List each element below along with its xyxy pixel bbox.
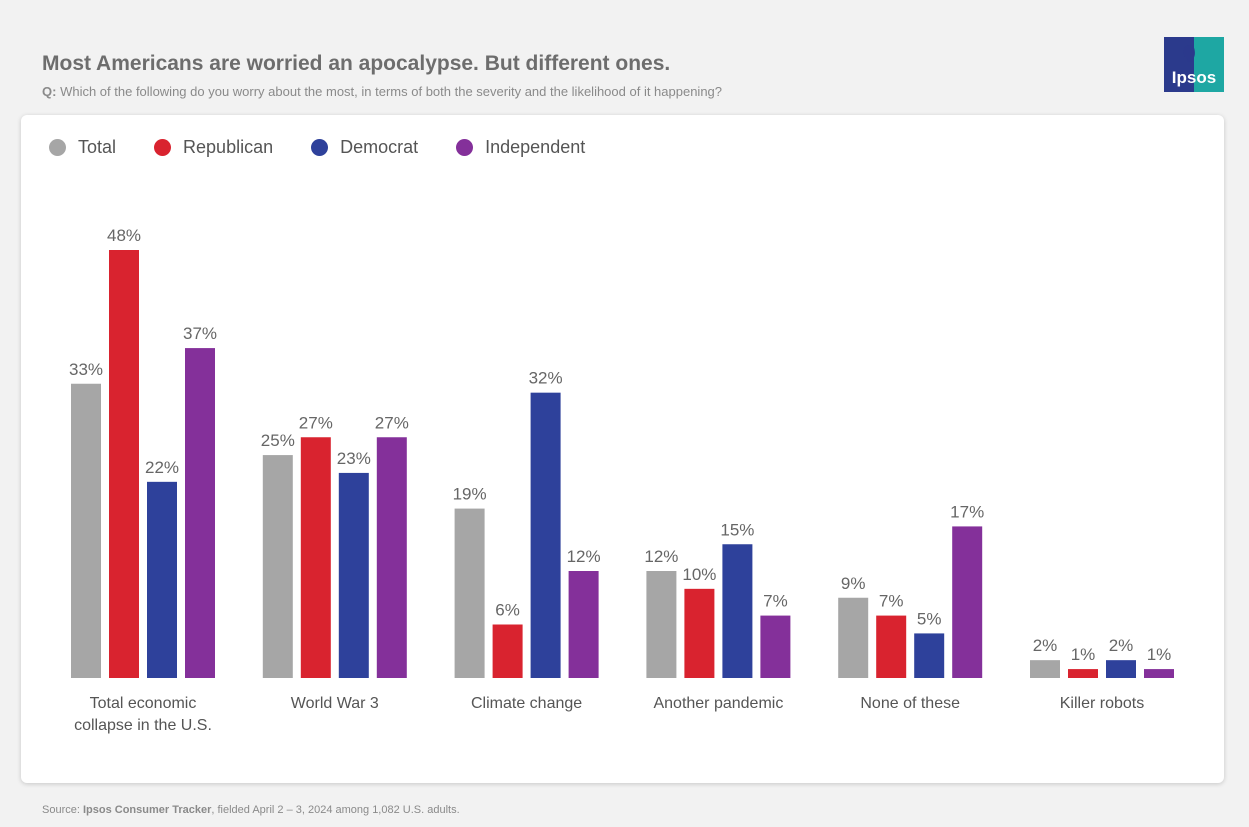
chart-legend: Total Republican Democrat Independent: [49, 137, 623, 158]
legend-item-democrat: Democrat: [311, 137, 418, 158]
data-label: 9%: [841, 574, 866, 593]
data-label: 17%: [950, 502, 984, 521]
category-label: Total economic: [90, 695, 197, 712]
bar-independent: [185, 348, 215, 678]
question-text: Which of the following do you worry abou…: [60, 84, 723, 99]
category-label: World War 3: [291, 695, 379, 712]
bar-republican: [492, 624, 523, 678]
bar-independent: [568, 571, 599, 678]
footer-suffix: , fielded April 2 – 3, 2024 among 1,082 …: [211, 804, 460, 816]
category-label: collapse in the U.S.: [74, 717, 212, 734]
data-label: 27%: [299, 413, 333, 432]
data-label: 1%: [1147, 645, 1172, 664]
legend-label: Democrat: [340, 137, 419, 157]
data-label: 19%: [453, 485, 487, 504]
legend-label: Independent: [485, 137, 586, 157]
chart-subtitle: Q: Which of the following do you worry a…: [42, 84, 722, 99]
data-label: 48%: [107, 226, 141, 245]
legend-item-republican: Republican: [154, 137, 273, 158]
legend-swatch: [49, 139, 66, 156]
data-label: 7%: [763, 592, 788, 611]
category-label: None of these: [860, 695, 960, 712]
legend-swatch: [311, 139, 329, 156]
chart-title: Most Americans are worried an apocalypse…: [42, 52, 671, 75]
category-label: Killer robots: [1060, 695, 1144, 712]
bar-total: [838, 597, 869, 678]
bar-republican: [300, 437, 331, 678]
bar-democrat: [914, 633, 945, 678]
data-label: 27%: [375, 413, 409, 432]
bar-republican: [109, 250, 139, 678]
bar-independent: [376, 437, 407, 678]
bar-democrat: [1106, 660, 1136, 678]
data-label: 6%: [495, 601, 520, 620]
data-label: 37%: [183, 324, 217, 343]
chart-card: Total Republican Democrat Independent 33% 48…: [21, 115, 1224, 783]
data-label: 5%: [917, 609, 942, 628]
bar-total: [262, 455, 293, 678]
data-label: 2%: [1109, 636, 1134, 655]
bar-total: [646, 571, 677, 678]
data-label: 33%: [69, 360, 103, 379]
bar-chart: 33% 48% 22% 37% Total economic collapse in th…: [69, 226, 1174, 734]
source-footer: Source: Ipsos Consumer Tracker, fielded …: [42, 804, 460, 816]
data-label: 12%: [644, 547, 678, 566]
bar-democrat: [338, 472, 369, 678]
data-label: 10%: [682, 565, 716, 584]
bar-republican: [876, 615, 907, 678]
bar-independent: [760, 615, 791, 678]
legend-swatch: [456, 139, 474, 156]
category-label: Another pandemic: [653, 695, 783, 712]
legend-item-total: Total: [49, 137, 116, 158]
bar-total: [71, 383, 101, 678]
data-label: 25%: [261, 431, 295, 450]
legend-label: Total: [78, 137, 117, 157]
data-label: 7%: [879, 592, 904, 611]
legend-item-independent: Independent: [456, 137, 585, 158]
logo-text: Ipsos: [1172, 68, 1216, 87]
bar-total: [1030, 660, 1060, 678]
data-label: 15%: [720, 520, 754, 539]
legend-label: Republican: [183, 137, 274, 157]
bar-independent: [952, 526, 983, 678]
bar-democrat: [147, 481, 177, 678]
bar-democrat: [530, 392, 561, 678]
ipsos-logo: Ipsos: [1164, 37, 1224, 92]
data-label: 32%: [529, 369, 563, 388]
bar-republican: [684, 588, 715, 678]
data-label: 12%: [567, 547, 601, 566]
bar-republican: [1068, 669, 1098, 678]
legend-swatch: [154, 139, 172, 156]
data-label: 22%: [145, 458, 179, 477]
question-prefix: Q:: [42, 84, 57, 99]
bar-independent: [1144, 669, 1174, 678]
data-label: 2%: [1033, 636, 1058, 655]
footer-prefix: Source:: [42, 804, 83, 816]
bar-total: [454, 508, 485, 678]
footer-source: Ipsos Consumer Tracker: [82, 804, 212, 816]
bar-democrat: [722, 544, 753, 678]
data-label: 23%: [337, 449, 371, 468]
data-label: 1%: [1071, 645, 1096, 664]
category-label: Climate change: [471, 695, 582, 712]
